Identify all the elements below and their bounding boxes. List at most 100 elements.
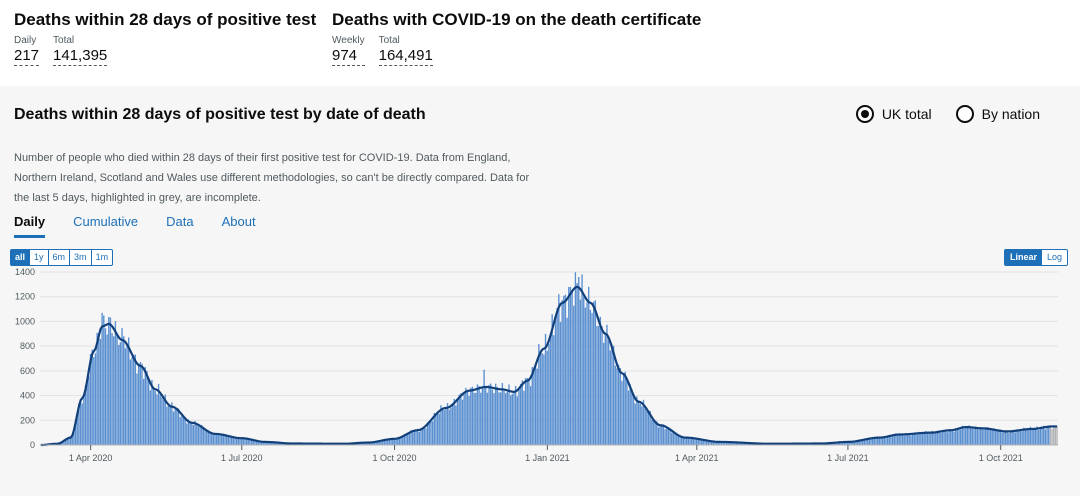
daily-bar bbox=[174, 407, 176, 445]
metric-daily: Daily 217 bbox=[14, 35, 40, 66]
daily-bar bbox=[1021, 431, 1023, 445]
daily-bar bbox=[126, 343, 128, 445]
daily-bar bbox=[727, 442, 729, 445]
radio-unchecked-icon[interactable] bbox=[955, 105, 974, 123]
radio-label: By nation bbox=[981, 106, 1040, 122]
daily-bar bbox=[893, 435, 895, 445]
daily-bar bbox=[611, 344, 613, 445]
daily-bar bbox=[617, 364, 620, 445]
daily-bar bbox=[503, 390, 505, 445]
daily-bar bbox=[926, 433, 929, 445]
tab-about[interactable]: About bbox=[221, 214, 256, 229]
daily-bar bbox=[475, 392, 477, 445]
daily-bar bbox=[500, 392, 502, 445]
daily-bar bbox=[551, 314, 553, 445]
rolling-average-line bbox=[40, 285, 1058, 447]
x-tick-label: 1 Oct 2020 bbox=[373, 453, 417, 463]
daily-bar bbox=[108, 317, 110, 445]
headline-title[interactable]: Deaths with COVID-19 on the death certif… bbox=[332, 10, 702, 29]
scale-linear-button[interactable]: Linear bbox=[1004, 250, 1042, 265]
daily-bar bbox=[594, 300, 597, 445]
metric-value[interactable]: 141,395 bbox=[53, 47, 108, 66]
daily-bar bbox=[647, 413, 650, 445]
x-tick-label: 1 Jan 2021 bbox=[525, 453, 570, 463]
daily-bar bbox=[508, 384, 510, 445]
range-all-button[interactable]: all bbox=[11, 250, 31, 265]
daily-bar bbox=[1008, 433, 1010, 445]
metric-value[interactable]: 217 bbox=[14, 47, 40, 66]
daily-bar bbox=[906, 433, 909, 445]
daily-bar bbox=[471, 386, 474, 445]
daily-bar bbox=[1039, 428, 1042, 445]
daily-bar bbox=[235, 438, 238, 445]
daily-bar bbox=[974, 426, 977, 445]
daily-bar bbox=[910, 435, 912, 445]
daily-bar bbox=[194, 420, 196, 445]
daily-bar bbox=[222, 435, 225, 445]
daily-bar bbox=[963, 426, 965, 445]
daily-bar bbox=[400, 437, 402, 445]
daily-bar bbox=[694, 439, 696, 445]
daily-bar bbox=[686, 436, 688, 445]
daily-bar bbox=[435, 413, 437, 445]
daily-bar bbox=[629, 384, 631, 445]
daily-bar bbox=[181, 413, 183, 445]
tab-cumulative[interactable]: Cumulative bbox=[73, 214, 139, 229]
daily-bar bbox=[403, 434, 406, 445]
daily-bar bbox=[578, 276, 580, 445]
y-tick-label: 0 bbox=[30, 440, 35, 450]
range-1y-button[interactable]: 1y bbox=[30, 250, 49, 265]
time-range-buttons: all 1y 6m 3m 1m bbox=[10, 249, 114, 266]
headline-title[interactable]: Deaths within 28 days of positive test bbox=[14, 10, 317, 29]
daily-bar bbox=[876, 437, 879, 445]
daily-bar bbox=[116, 333, 118, 445]
range-3m-button[interactable]: 3m bbox=[70, 250, 92, 265]
daily-bar bbox=[413, 430, 416, 445]
daily-bar bbox=[1054, 425, 1057, 445]
metric-value[interactable]: 974 bbox=[332, 47, 365, 66]
daily-bar bbox=[252, 440, 254, 445]
daily-bar bbox=[634, 403, 636, 445]
daily-bar bbox=[270, 442, 273, 445]
daily-bar bbox=[692, 437, 695, 445]
daily-bar bbox=[390, 438, 392, 445]
radio-by-nation[interactable]: By nation bbox=[955, 105, 1040, 123]
daily-bar bbox=[862, 440, 864, 445]
daily-bar bbox=[433, 413, 435, 445]
daily-bar bbox=[576, 283, 578, 445]
daily-bar bbox=[363, 442, 366, 445]
daily-bar bbox=[365, 442, 367, 445]
daily-bar bbox=[667, 427, 670, 445]
tab-daily[interactable]: Daily bbox=[14, 214, 46, 238]
daily-bar bbox=[1056, 426, 1058, 445]
scale-log-button[interactable]: Log bbox=[1046, 252, 1062, 262]
daily-bar bbox=[66, 437, 68, 445]
metric-label: Total bbox=[378, 35, 400, 46]
deaths-chart[interactable]: 0 200 400 600 800 1000 1200 1400 1 Apr 2020 1 Jul… bbox=[0, 267, 1080, 496]
daily-bar bbox=[521, 380, 523, 445]
daily-bar bbox=[431, 421, 434, 445]
daily-bar bbox=[556, 307, 558, 445]
daily-bar bbox=[900, 434, 902, 445]
daily-bar bbox=[571, 292, 573, 445]
daily-bar bbox=[925, 431, 927, 445]
daily-bar bbox=[380, 440, 382, 445]
daily-bar bbox=[137, 363, 140, 445]
tab-data[interactable]: Data bbox=[166, 214, 194, 229]
daily-bar bbox=[242, 438, 244, 445]
radio-checked-icon[interactable] bbox=[855, 105, 874, 123]
daily-bar bbox=[960, 429, 962, 445]
radio-uk-total[interactable]: UK total bbox=[855, 105, 932, 123]
metric-value[interactable]: 164,491 bbox=[378, 47, 433, 66]
daily-bar bbox=[679, 435, 681, 445]
daily-bar bbox=[614, 365, 616, 445]
daily-bar bbox=[523, 390, 525, 445]
card-description: Number of people who died within 28 days… bbox=[14, 152, 530, 204]
range-6m-button[interactable]: 6m bbox=[49, 250, 71, 265]
daily-bar bbox=[493, 393, 495, 445]
daily-bar bbox=[996, 431, 998, 445]
chart-svg[interactable]: 0 200 400 600 800 1000 1200 1400 1 Apr 2020 1 Jul… bbox=[0, 267, 1080, 496]
daily-bar bbox=[602, 342, 605, 445]
chart-tabs: Daily Cumulative Data About bbox=[14, 214, 256, 238]
range-1m-button[interactable]: 1m bbox=[95, 252, 109, 262]
